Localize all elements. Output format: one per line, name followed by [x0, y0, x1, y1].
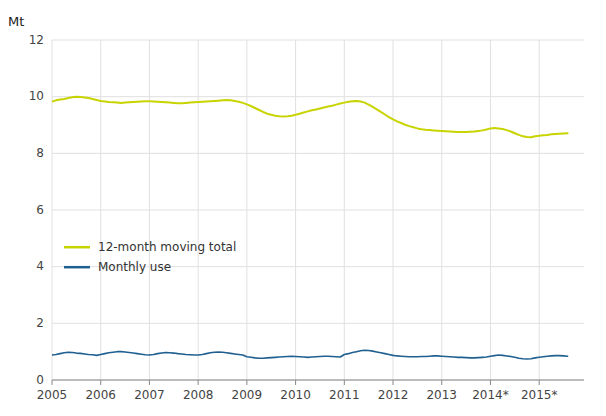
x-tick-label: 2005: [37, 388, 68, 402]
x-grid-line: [52, 40, 53, 380]
x-tick-label: 2014*: [472, 388, 509, 402]
y-tick-label: 0: [36, 373, 44, 387]
legend-swatch: [64, 266, 90, 269]
y-grid-line: [52, 153, 584, 154]
legend: 12-month moving total Monthly use: [64, 240, 236, 274]
plot-marks: [52, 97, 568, 359]
x-tick: [198, 380, 199, 385]
series-line: [52, 350, 568, 359]
x-tick: [52, 380, 53, 385]
x-grid-line: [246, 40, 247, 380]
y-grid-line: [52, 323, 584, 324]
x-tick-label: 2007: [134, 388, 165, 402]
x-grid-line: [490, 40, 491, 380]
x-tick: [344, 380, 345, 385]
x-grid-line: [344, 40, 345, 380]
background: [0, 0, 606, 416]
x-tick-label: 2010: [280, 388, 311, 402]
chart-svg: 0 2 4 6 8 10 12 2005 2006 2007 2008 2009 2010 2011 201…: [0, 0, 606, 416]
x-tick-label: 2012: [378, 388, 409, 402]
series-line: [52, 97, 568, 138]
chart-container: 0 2 4 6 8 10 12 2005 2006 2007 2008 2009 2010 2011 201…: [0, 0, 606, 416]
y-grid-line: [52, 40, 584, 41]
x-tick-label: 2006: [85, 388, 116, 402]
x-tick: [149, 380, 150, 385]
y-tick-label: 12: [29, 33, 44, 47]
grid: [52, 40, 584, 380]
y-axis-label: Mt: [8, 14, 24, 29]
x-tick: [246, 380, 247, 385]
x-tick-label: 2015*: [521, 388, 558, 402]
x-tick-label: 2011: [329, 388, 360, 402]
legend-label: 12-month moving total: [98, 240, 236, 254]
x-grid-line: [149, 40, 150, 380]
x-tick: [100, 380, 101, 385]
x-grid-line: [441, 40, 442, 380]
x-tick-label: 2013: [426, 388, 457, 402]
y-tick-label: 8: [36, 146, 44, 160]
x-tick: [441, 380, 442, 385]
axes: 0 2 4 6 8 10 12 2005 2006 2007 2008 2009 2010 2011 201…: [29, 33, 584, 403]
y-tick-label: 6: [36, 203, 44, 217]
legend-swatch: [64, 246, 90, 249]
x-grid-line: [100, 40, 101, 380]
x-tick: [393, 380, 394, 385]
legend-label: Monthly use: [98, 260, 171, 274]
x-tick: [490, 380, 491, 385]
x-tick: [295, 380, 296, 385]
x-grid-line: [198, 40, 199, 380]
x-tick: [539, 380, 540, 385]
y-tick-label: 4: [36, 259, 44, 273]
x-grid-line: [539, 40, 540, 380]
y-tick-label: 2: [36, 316, 44, 330]
x-grid-line: [295, 40, 296, 380]
y-grid-line: [52, 210, 584, 211]
x-grid-line: [393, 40, 394, 380]
y-grid-line: [52, 380, 584, 381]
y-grid-line: [52, 96, 584, 97]
x-tick-label: 2009: [232, 388, 263, 402]
x-tick-label: 2008: [183, 388, 214, 402]
x-axis-line: [52, 380, 584, 381]
y-tick-label: 10: [29, 89, 44, 103]
